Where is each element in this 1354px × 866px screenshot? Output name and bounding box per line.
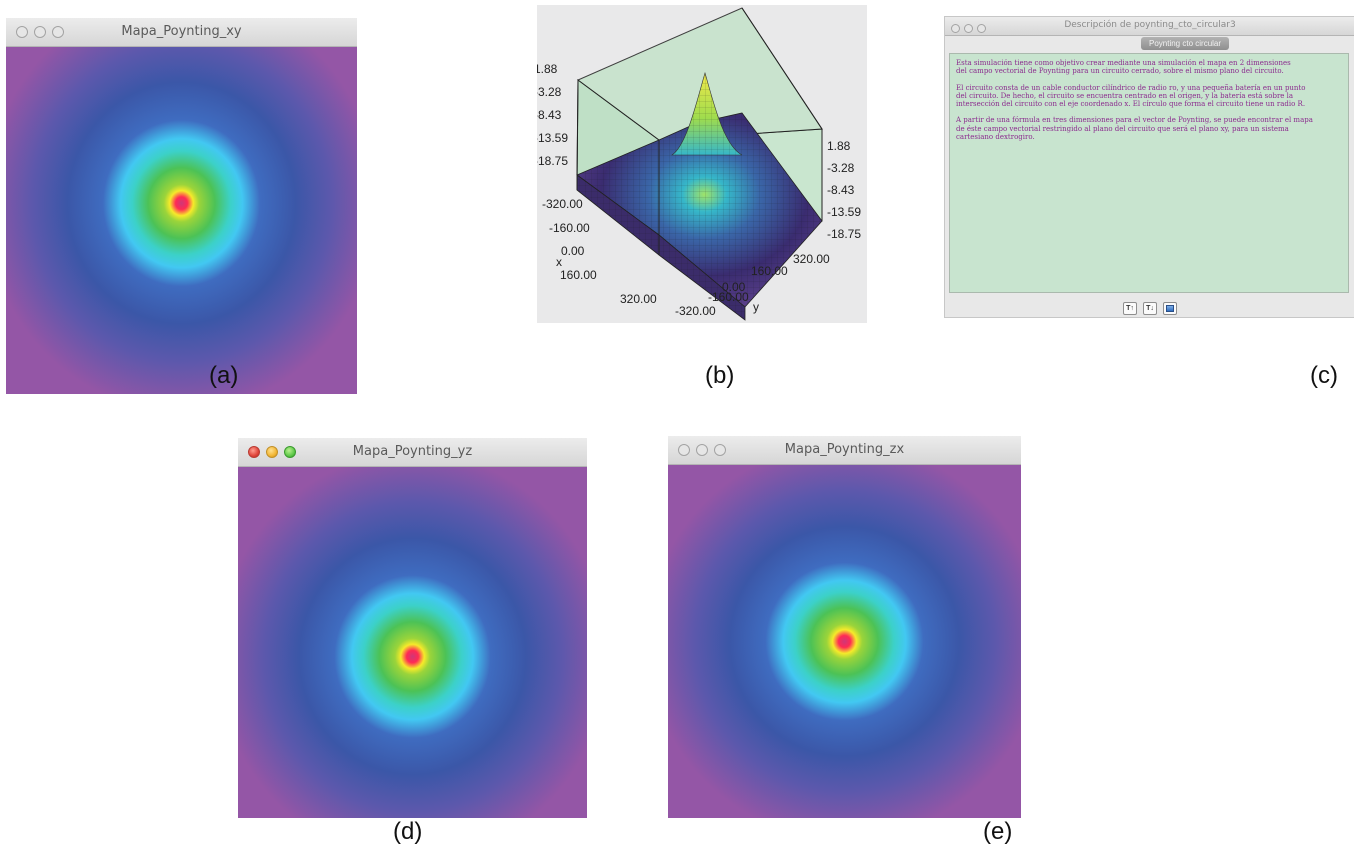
poynting-heatmap-yz[interactable] bbox=[238, 467, 587, 818]
z-tick-right: -3.28 bbox=[827, 161, 855, 175]
z-tick-left: 1.88 bbox=[537, 62, 558, 76]
window-mapa-poynting-yz: Mapa_Poynting_yz bbox=[238, 438, 587, 818]
x-axis-label: x bbox=[556, 255, 562, 269]
window-titlebar: Mapa_Poynting_xy bbox=[6, 18, 357, 47]
description-paragraph: Esta simulación tiene como objetivo crea… bbox=[956, 59, 1291, 76]
z-tick-right: 1.88 bbox=[827, 139, 851, 153]
description-paragraph: El circuito consta de un cable conductor… bbox=[956, 83, 1306, 109]
zoom-button[interactable] bbox=[284, 446, 296, 458]
y-tick: 0.00 bbox=[722, 280, 746, 294]
z-tick-right: -18.75 bbox=[827, 227, 861, 241]
poynting-heatmap-xy[interactable] bbox=[6, 47, 357, 394]
caption-e: (e) bbox=[983, 818, 1013, 845]
window-titlebar: Mapa_Poynting_yz bbox=[238, 438, 587, 467]
z-tick-left: -18.75 bbox=[537, 154, 568, 168]
poynting-heatmap-zx[interactable] bbox=[668, 465, 1021, 818]
window-title: Descripción de poynting_cto_circular3 bbox=[1064, 20, 1236, 30]
font-decrease-button[interactable]: T↓ bbox=[1143, 302, 1157, 315]
window-title: Mapa_Poynting_yz bbox=[352, 444, 473, 459]
x-tick: 0.00 bbox=[561, 244, 585, 258]
caption-a: (a) bbox=[209, 362, 239, 389]
caption-b: (b) bbox=[705, 362, 735, 389]
y-tick: 320.00 bbox=[793, 252, 830, 266]
window-mapa-poynting-xy: Mapa_Poynting_xy bbox=[6, 18, 357, 394]
minimize-button[interactable] bbox=[964, 24, 973, 33]
minimize-button[interactable] bbox=[34, 26, 46, 38]
zoom-button[interactable] bbox=[714, 444, 726, 456]
caption-c: (c) bbox=[1310, 362, 1338, 389]
surface-plot-svg: 1.88 -3.28 -8.43 -13.59 -18.75 1.88 -3.2… bbox=[534, 7, 861, 321]
surface-front-mesh bbox=[577, 175, 745, 320]
window-title: Mapa_Poynting_xy bbox=[121, 24, 242, 39]
y-tick: -160.00 bbox=[708, 290, 749, 304]
surface-plot-3d[interactable]: 1.88 -3.28 -8.43 -13.59 -18.75 1.88 -3.2… bbox=[534, 5, 867, 323]
description-window: Descripción de poynting_cto_circular3 Po… bbox=[944, 16, 1354, 318]
window-mapa-poynting-zx: Mapa_Poynting_zx bbox=[668, 436, 1021, 818]
z-tick-left: -13.59 bbox=[537, 131, 568, 145]
x-tick: -320.00 bbox=[542, 197, 583, 211]
z-tick-right: -13.59 bbox=[827, 205, 861, 219]
zoom-button[interactable] bbox=[977, 24, 986, 33]
window-titlebar: Descripción de poynting_cto_circular3 bbox=[945, 17, 1354, 36]
window-icon[interactable] bbox=[1163, 302, 1177, 315]
description-text-area[interactable]: Esta simulación tiene como objetivo crea… bbox=[949, 53, 1349, 293]
close-button[interactable] bbox=[678, 444, 690, 456]
caption-d: (d) bbox=[393, 818, 423, 845]
surface-peak-mesh bbox=[672, 73, 742, 155]
window-titlebar: Mapa_Poynting_zx bbox=[668, 436, 1021, 465]
window-controls bbox=[16, 25, 70, 43]
y-tick: -320.00 bbox=[675, 304, 716, 318]
font-increase-button[interactable]: T↑ bbox=[1123, 302, 1137, 315]
description-paragraph: A partir de una fórmula en tres dimensio… bbox=[956, 116, 1313, 142]
zoom-button[interactable] bbox=[52, 26, 64, 38]
close-button[interactable] bbox=[951, 24, 960, 33]
y-axis-label: y bbox=[753, 300, 759, 314]
x-tick: 160.00 bbox=[560, 268, 597, 282]
x-tick: 320.00 bbox=[620, 292, 657, 306]
window-controls bbox=[248, 445, 302, 463]
z-tick-left: -8.43 bbox=[537, 108, 562, 122]
window-title: Mapa_Poynting_zx bbox=[784, 442, 905, 457]
window-controls bbox=[678, 443, 732, 461]
surface-mesh bbox=[577, 113, 822, 307]
z-tick-right: -8.43 bbox=[827, 183, 855, 197]
close-button[interactable] bbox=[248, 446, 260, 458]
close-button[interactable] bbox=[16, 26, 28, 38]
minimize-button[interactable] bbox=[696, 444, 708, 456]
description-toolbar: T↑ T↓ bbox=[945, 299, 1354, 317]
x-tick: -160.00 bbox=[549, 221, 590, 235]
window-controls bbox=[951, 20, 990, 38]
z-tick-left: -3.28 bbox=[537, 85, 562, 99]
minimize-button[interactable] bbox=[266, 446, 278, 458]
y-tick: 160.00 bbox=[751, 264, 788, 278]
tab-poynting-cto-circular[interactable]: Poynting cto circular bbox=[1141, 37, 1230, 50]
